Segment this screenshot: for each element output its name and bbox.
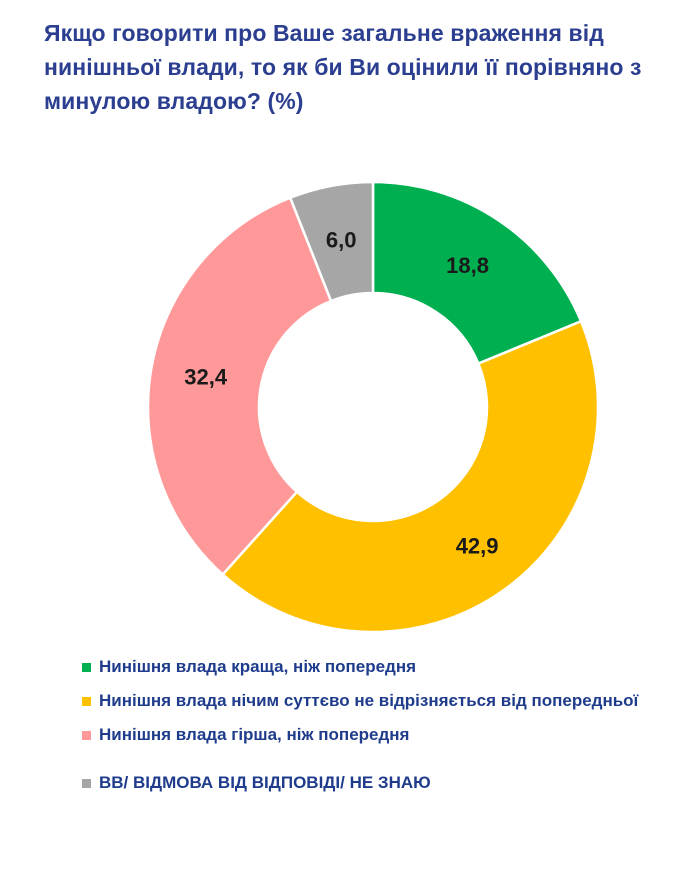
chart-title: Якщо говорити про Ваше загальне враження… [44,20,642,114]
legend-item-better: Нинішня влада краща, ніж попередня [82,654,672,680]
legend-label-worse: Нинішня влада гірша, ніж попередня [99,725,410,744]
legend-swatch-same [82,697,91,706]
donut-slice-same [220,319,600,634]
data-label-dont-know: 6,0 [326,228,357,253]
donut-slice-dont-know [288,180,375,303]
legend-label-dont-know: ВВ/ ВІДМОВА ВІД ВІДПОВІДІ/ НЕ ЗНАЮ [99,773,431,792]
legend-item-dont-know: ВВ/ ВІДМОВА ВІД ВІДПОВІДІ/ НЕ ЗНАЮ [82,770,672,796]
chart-legend: Нинішня влада краща, ніж попередня Ниніш… [82,654,672,796]
donut-slice-worse [146,196,333,577]
donut-chart: 18,8 42,9 32,4 6,0 [146,180,600,634]
legend-swatch-better [82,663,91,672]
legend-label-same: Нинішня влада нічим суттєво не відрізняє… [99,691,639,710]
data-label-worse: 32,4 [184,365,228,390]
data-label-same: 42,9 [456,533,499,558]
legend-swatch-dont-know [82,779,91,788]
legend-item-worse: Нинішня влада гірша, ніж попередня [82,722,672,748]
legend-swatch-worse [82,731,91,740]
legend-label-better: Нинішня влада краща, ніж попередня [99,657,417,676]
data-label-better: 18,8 [446,253,489,278]
legend-item-same: Нинішня влада нічим суттєво не відрізняє… [82,688,672,714]
donut-slice-better [371,180,583,366]
